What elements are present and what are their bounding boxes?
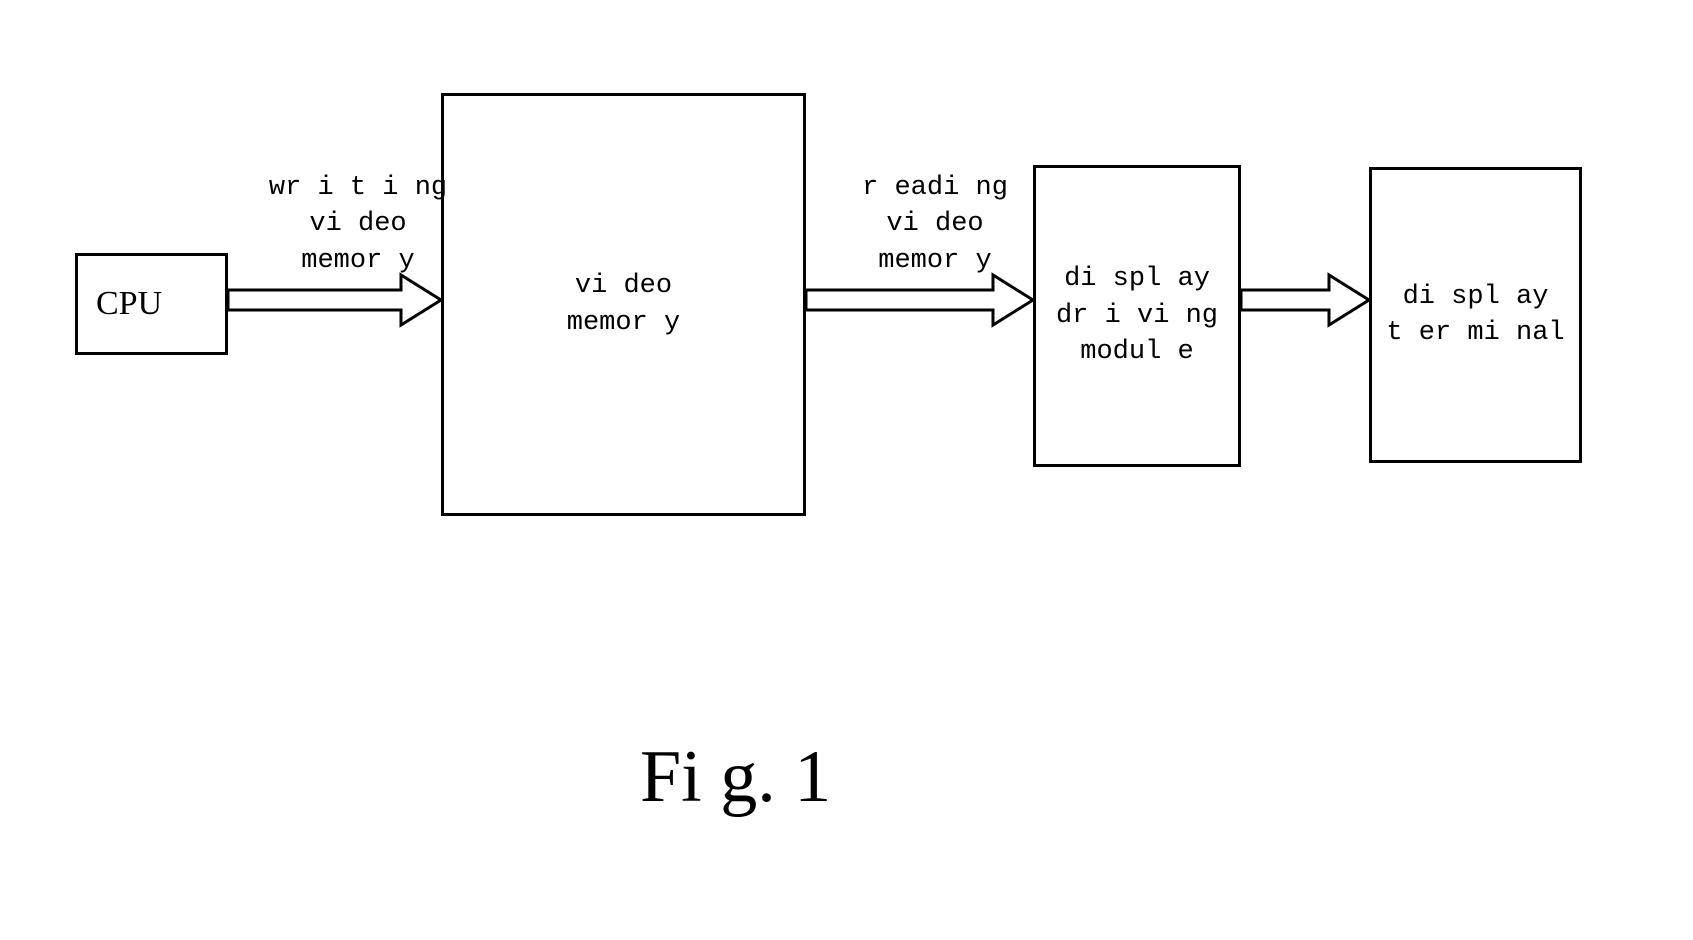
node-display-terminal: di spl ay t er mi nal (1369, 167, 1582, 463)
arrow-reading-label: r eadi ng vi deo memor y (845, 170, 1025, 279)
node-display-terminal-label: di spl ay t er mi nal (1386, 279, 1564, 352)
flowchart-diagram: CPU vi deo memor y di spl ay dr i vi ng … (0, 0, 1693, 940)
node-video-memory-label: vi deo memor y (567, 268, 680, 341)
node-cpu-label: CPU (96, 281, 162, 327)
node-display-driving-module: di spl ay dr i vi ng modul e (1033, 165, 1241, 467)
arrow-writing-video-memory (228, 275, 441, 325)
figure-caption: Fi g. 1 (640, 735, 831, 820)
node-cpu: CPU (75, 253, 228, 355)
node-display-driving-module-label: di spl ay dr i vi ng modul e (1056, 261, 1218, 370)
arrow-writing-label: wr i t i ng vi deo memor y (268, 170, 448, 279)
node-video-memory: vi deo memor y (441, 93, 806, 516)
arrow-reading-video-memory (806, 275, 1033, 325)
arrow-to-terminal (1241, 275, 1369, 325)
